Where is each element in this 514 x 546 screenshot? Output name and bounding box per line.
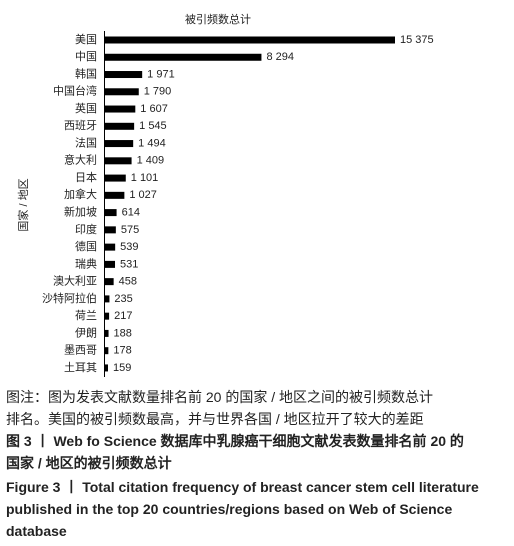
- value-label: 235: [114, 293, 132, 305]
- bar: [105, 140, 134, 148]
- y-tick-label: 印度: [75, 222, 97, 236]
- value-label: 159: [113, 362, 131, 374]
- y-tick-label: 英国: [75, 101, 97, 115]
- bar: [105, 243, 116, 251]
- bar: [105, 347, 109, 355]
- caption-line: 图 3 丨 Web fo Science 数据库中乳腺癌干细胞文献发表数量排名前…: [6, 433, 464, 449]
- bar: [105, 36, 395, 44]
- value-label: 8 294: [266, 51, 294, 63]
- bar: [105, 71, 143, 79]
- value-label: 188: [114, 327, 132, 339]
- bar: [105, 364, 108, 372]
- bar: [105, 260, 116, 268]
- caption-line: published in the top 20 countries/region…: [6, 501, 453, 517]
- y-tick-label: 西班牙: [64, 119, 97, 132]
- chart-title: 被引频数总计: [185, 12, 251, 26]
- bar: [105, 122, 135, 130]
- caption-line: 排名。美国的被引频数最高，并与世界各国 / 地区拉开了较大的差距: [6, 411, 424, 427]
- y-tick-label: 墨西哥: [64, 344, 97, 357]
- y-tick-label: 中国台湾: [53, 84, 97, 98]
- y-tick-label: 伊朗: [75, 326, 97, 339]
- y-tick-label: 加拿大: [64, 187, 97, 201]
- bar: [105, 312, 110, 320]
- caption-line: 图注：图为发表文献数量排名前 20 的国家 / 地区之间的被引频数总计: [6, 389, 434, 405]
- y-tick-label: 澳大利亚: [53, 274, 97, 288]
- y-tick-label: 德国: [75, 239, 97, 253]
- bar: [105, 191, 125, 199]
- y-tick-label: 中国: [75, 50, 97, 63]
- bar: [105, 329, 109, 337]
- value-label: 178: [113, 345, 131, 357]
- value-label: 217: [114, 310, 132, 322]
- chart: 被引频数总计 国家 / 地区 美国 15 375 中国 8 294 韩国 1 971 中国台…: [16, 12, 434, 377]
- value-label: 1 027: [129, 189, 157, 201]
- y-tick-label: 新加坡: [64, 205, 97, 219]
- y-axis-label: 国家 / 地区: [16, 178, 30, 231]
- bar: [105, 226, 116, 234]
- bar: [105, 278, 114, 286]
- bar: [105, 209, 117, 217]
- y-tick-label: 土耳其: [64, 361, 97, 374]
- value-label: 1 545: [139, 120, 167, 132]
- y-tick-label: 瑞典: [75, 256, 97, 270]
- value-label: 575: [121, 224, 139, 236]
- y-tick-label: 韩国: [75, 66, 97, 80]
- y-tick-label: 沙特阿拉伯: [42, 291, 97, 305]
- bar: [105, 88, 139, 96]
- bar: [105, 157, 132, 165]
- value-label: 614: [122, 207, 140, 219]
- bar: [105, 174, 126, 182]
- bar: [105, 53, 262, 61]
- value-label: 15 375: [400, 34, 434, 46]
- caption-line: database: [6, 523, 67, 539]
- bar: [105, 105, 136, 113]
- caption-line: Figure 3 丨 Total citation frequency of b…: [6, 479, 479, 495]
- value-label: 1 409: [137, 155, 165, 167]
- value-label: 1 607: [140, 103, 168, 115]
- value-label: 1 790: [144, 86, 172, 98]
- bar: [105, 295, 110, 303]
- y-tick-label: 美国: [75, 33, 97, 46]
- value-label: 1 494: [138, 137, 166, 149]
- value-label: 539: [120, 241, 138, 253]
- y-tick-label: 法国: [75, 135, 97, 149]
- caption-line: 国家 / 地区的被引频数总计: [6, 455, 172, 471]
- value-label: 1 971: [147, 68, 175, 80]
- y-tick-label: 意大利: [64, 153, 97, 167]
- y-tick-label: 日本: [75, 170, 97, 184]
- value-label: 531: [120, 258, 138, 270]
- value-label: 458: [119, 276, 137, 288]
- value-label: 1 101: [131, 172, 159, 184]
- y-tick-label: 荷兰: [75, 309, 97, 322]
